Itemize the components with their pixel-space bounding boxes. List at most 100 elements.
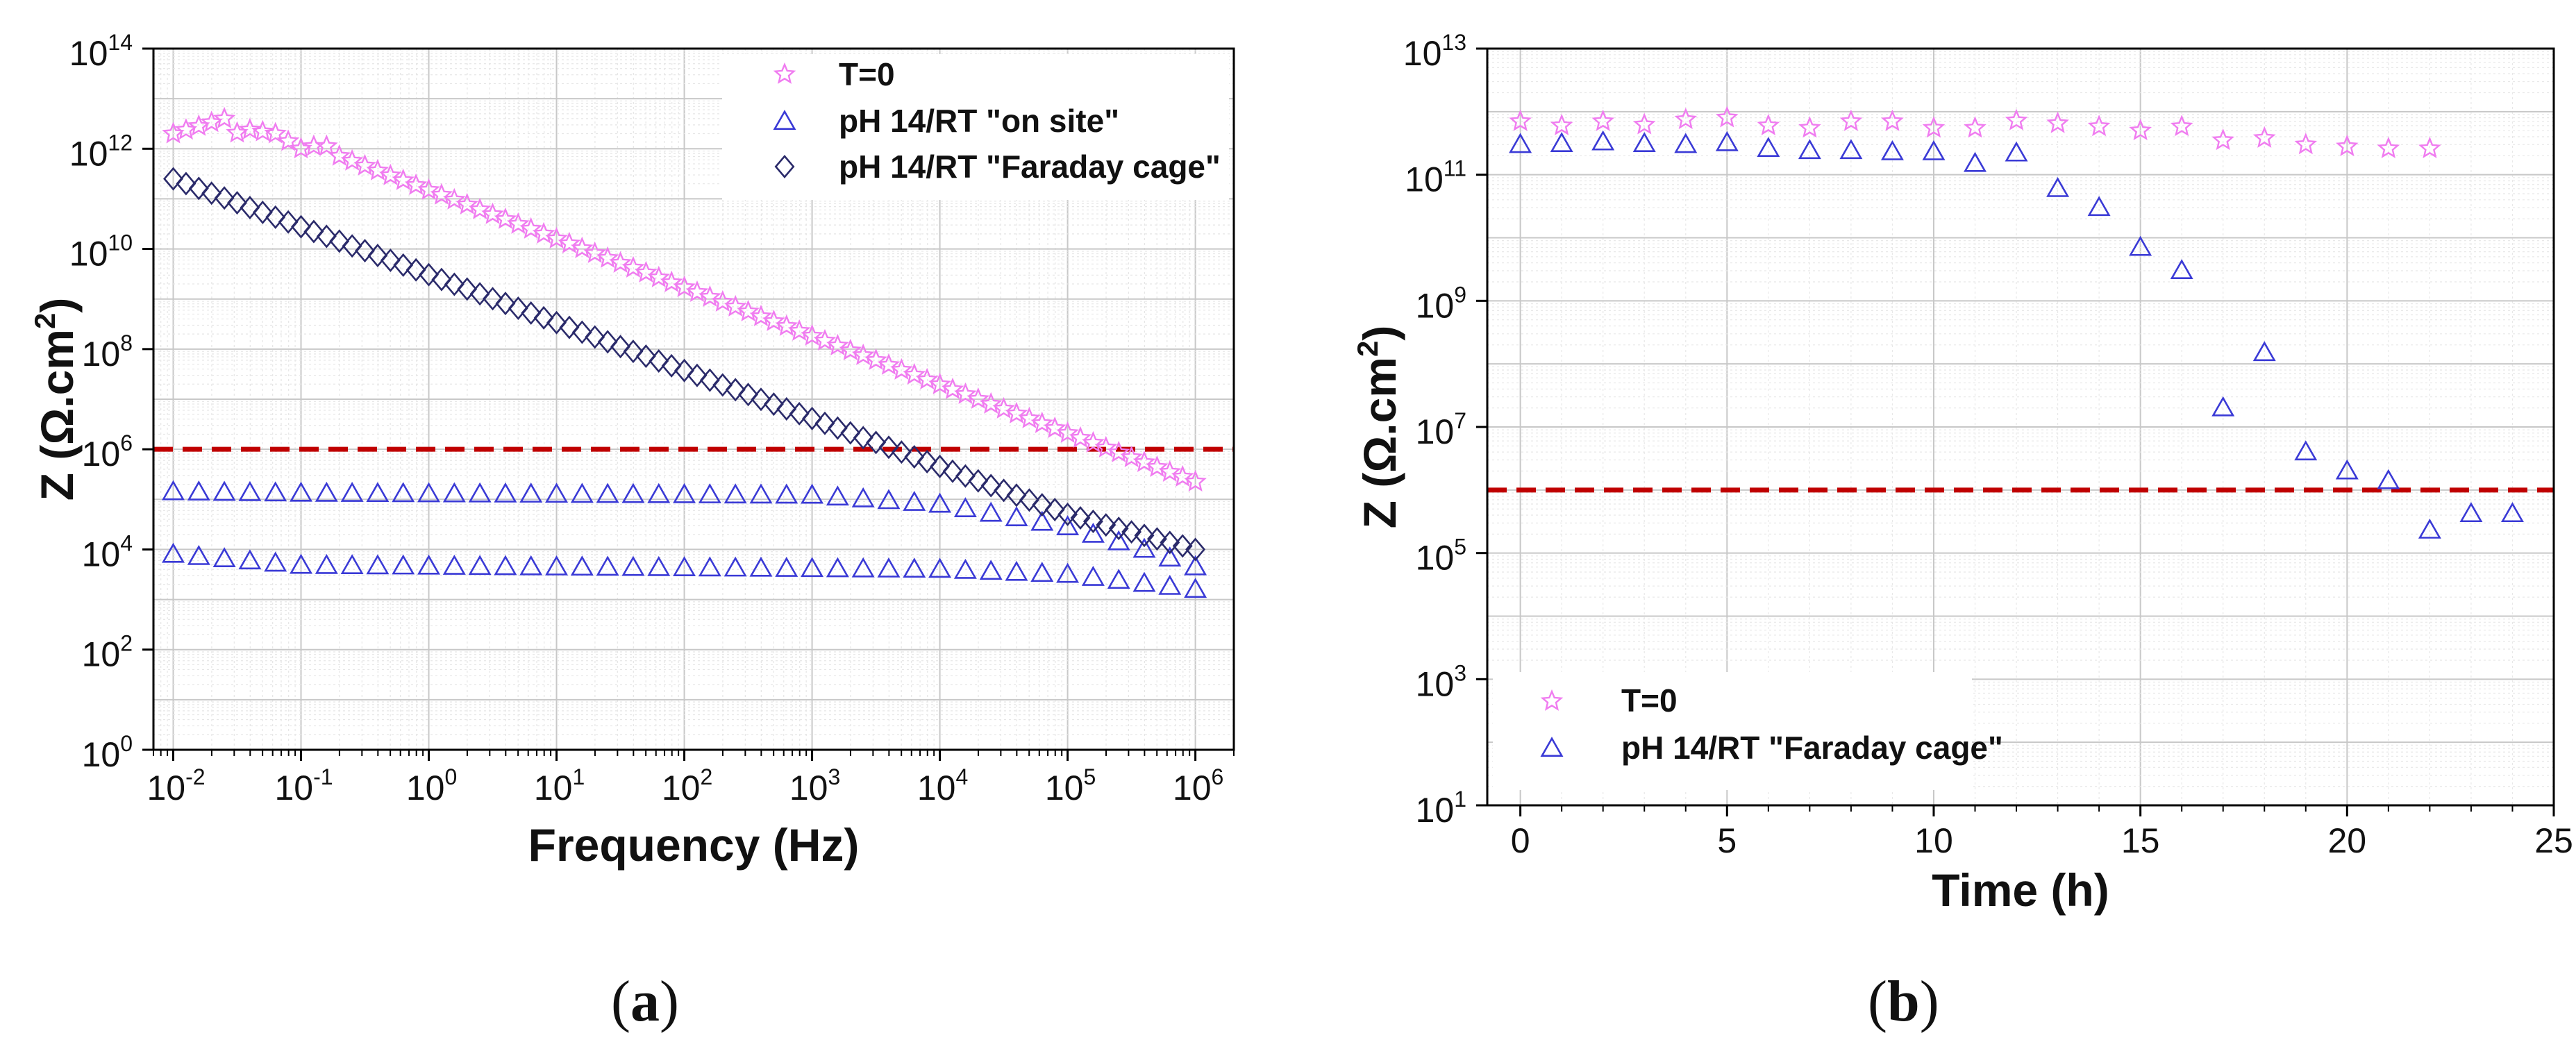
data-point-a-s0: [1146, 455, 1169, 477]
data-point-a-s3: [508, 296, 528, 321]
data-point-a-s0: [1171, 464, 1194, 487]
data-point-a-s2: [442, 555, 466, 575]
data-point-a-s0: [238, 117, 262, 140]
data-point-a-s2: [673, 556, 696, 576]
data-point-a-s2: [212, 547, 236, 567]
data-point-a-s0: [443, 187, 466, 210]
data-point-a-s0: [404, 173, 428, 195]
data-point-b-s1: [2087, 196, 2111, 217]
data-point-a-s1: [290, 481, 313, 502]
data-point-a-s0: [928, 372, 951, 394]
data-point-b-s1: [1922, 140, 1946, 160]
x-tick-label-a: 102: [662, 764, 712, 807]
data-point-b-s1: [1798, 139, 1821, 160]
data-point-b-s0: [1591, 109, 1614, 131]
data-point-b-s1: [1715, 131, 1739, 151]
data-point-b-s0: [2087, 115, 2111, 137]
data-point-a-s1: [596, 482, 619, 503]
data-point-a-s1: [1056, 515, 1080, 535]
data-point-a-s3: [355, 239, 375, 263]
data-point-b-s0: [2252, 126, 2276, 148]
panel-b-y-tick-labels: 101 103 105 107 109 1011 1013: [1403, 30, 1466, 830]
x-tick-label-b: 0: [1511, 821, 1530, 860]
data-point-a-s2: [1184, 578, 1207, 598]
data-point-a-s0: [264, 121, 287, 144]
data-point-a-s0: [596, 246, 619, 268]
data-point-a-s3: [546, 310, 567, 335]
panel-b-x-axis-title: Time (h): [1932, 864, 2109, 916]
data-point-a-s2: [826, 557, 849, 578]
panel-a-axes-box: [152, 47, 1235, 751]
data-point-a-s1: [928, 492, 952, 513]
data-point-a-s3: [955, 464, 976, 488]
data-point-b-s0: [2336, 134, 2359, 156]
data-point-a-s3: [610, 335, 631, 359]
data-point-a-s1: [1005, 506, 1028, 526]
data-point-a-s1: [903, 491, 926, 511]
data-point-b-s0: [2170, 115, 2193, 137]
y-tick-label-a: 100: [82, 731, 133, 774]
data-point-a-s0: [315, 134, 338, 156]
data-point-a-s2: [1056, 562, 1080, 583]
data-point-a-s3: [1096, 513, 1116, 537]
data-point-b-s0: [2294, 133, 2318, 155]
data-point-a-s1: [162, 480, 185, 501]
data-point-a-s3: [1108, 517, 1129, 541]
panel-b-grid: [1487, 48, 2554, 806]
y-tick-label-b: 1011: [1405, 156, 1466, 199]
data-point-a-s0: [737, 299, 760, 321]
y-tick-label-b: 101: [1416, 787, 1466, 830]
data-point-a-s3: [1032, 493, 1053, 517]
data-point-b-s0: [2211, 128, 2234, 151]
data-point-b-s1: [2005, 141, 2028, 162]
data-point-b-s0: [1674, 108, 1698, 130]
data-point-a-s3: [738, 383, 759, 407]
data-point-a-s1: [775, 483, 798, 504]
data-point-a-s0: [571, 236, 594, 258]
panel-a-y-tick-labels: 100 102 104 106 108 1010 1012 1014: [69, 30, 133, 774]
data-point-a-s3: [521, 301, 542, 325]
data-point-a-s2: [621, 555, 645, 576]
data-point-b-s1: [2129, 235, 2152, 256]
data-point-a-s0: [890, 358, 913, 380]
data-point-a-s1: [238, 480, 262, 501]
data-point-a-s2: [903, 557, 926, 578]
data-point-b-s1: [1964, 151, 1987, 172]
y-tick-label-b: 105: [1416, 535, 1466, 578]
panel-b-legend-symbols: [1540, 689, 1564, 757]
data-point-a-s3: [444, 272, 465, 296]
data-point-b-s0: [1922, 116, 1946, 138]
panel-b: T=0 pH 14/RT "Faraday cage" 0 5 10 15 20 25 1…: [1351, 30, 2573, 1034]
panel-a-x-axis-title: Frequency (Hz): [528, 819, 860, 871]
data-point-a-s2: [647, 555, 671, 576]
data-point-a-s0: [915, 367, 939, 389]
data-point-a-s3: [623, 339, 644, 364]
data-point-a-s0: [979, 392, 1003, 414]
data-point-a-s2: [315, 553, 338, 574]
data-point-a-s2: [238, 549, 262, 570]
y-tick-label-b: 103: [1416, 660, 1466, 703]
data-point-a-s0: [353, 153, 376, 176]
data-point-a-s0: [635, 260, 658, 283]
data-point-a-s2: [749, 556, 773, 577]
data-point-a-s0: [545, 226, 568, 249]
data-point-a-s0: [1043, 416, 1067, 438]
data-point-a-s3: [635, 344, 656, 369]
data-point-a-s1: [392, 482, 415, 503]
data-point-b-s0: [2046, 111, 2069, 133]
data-point-a-s1: [1184, 555, 1207, 576]
data-point-a-s0: [417, 178, 440, 200]
data-point-a-s1: [698, 483, 721, 503]
x-tick-label-a: 101: [534, 764, 585, 807]
data-point-a-s3: [163, 167, 183, 191]
legend-a-t0: T=0: [839, 56, 895, 92]
data-point-a-s3: [930, 454, 951, 478]
data-point-a-s1: [724, 483, 747, 504]
data-point-a-s0: [1184, 469, 1207, 492]
data-point-a-s3: [1019, 488, 1039, 512]
data-point-a-s0: [801, 324, 823, 346]
data-point-b-s1: [2211, 396, 2235, 417]
data-point-a-s0: [583, 241, 607, 263]
data-point-a-s3: [1160, 530, 1180, 555]
